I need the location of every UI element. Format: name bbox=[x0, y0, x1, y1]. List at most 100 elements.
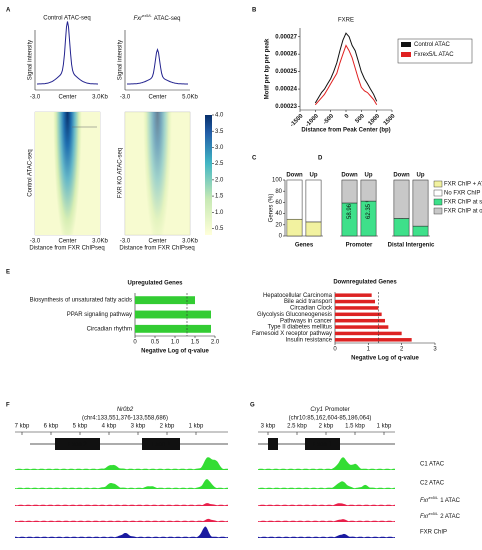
legend-label: No FXR ChIP + ATAC bbox=[444, 191, 482, 197]
y-tick-label: 0.00025 bbox=[275, 69, 297, 75]
scale-label: 3 kbp bbox=[131, 424, 146, 430]
x-tick-label: 1.5 bbox=[191, 340, 200, 346]
x-tick-label: -500 bbox=[322, 113, 335, 126]
profile-title: Control ATAC-seq bbox=[43, 16, 90, 22]
legend-swatch bbox=[433, 207, 443, 215]
chart-title: Downregulated Genes bbox=[333, 280, 397, 286]
x-tick-label: 2.0 bbox=[211, 340, 220, 346]
category-label: Down bbox=[393, 173, 410, 179]
panel-label: A bbox=[6, 8, 11, 14]
heatmap-x-label: 3.0Kb bbox=[92, 239, 108, 245]
track-label: Fxrex5/L2 ATAC bbox=[420, 511, 461, 520]
scale-label: 5 kbp bbox=[73, 424, 88, 430]
bar bbox=[135, 296, 195, 305]
legend-swatch bbox=[401, 52, 411, 57]
coverage-track bbox=[15, 526, 228, 538]
x-tick-label: 2 bbox=[400, 347, 404, 353]
category-label: Circadian rhythm bbox=[87, 326, 132, 332]
exon-label: Exon 2 bbox=[68, 442, 87, 448]
bar-segment bbox=[341, 179, 358, 204]
profile-x-label: Center bbox=[148, 95, 166, 101]
profile-x-label: Center bbox=[58, 95, 76, 101]
category-label: Insulin resistance bbox=[286, 337, 333, 343]
x-tick-label: 1.0 bbox=[171, 340, 180, 346]
panel-label: D bbox=[318, 156, 323, 162]
scale-label: 3 kbp bbox=[261, 424, 276, 430]
exon bbox=[268, 438, 278, 450]
profile-x-label: -3.0 bbox=[30, 95, 41, 101]
bar bbox=[135, 324, 211, 333]
category-label: Up bbox=[417, 173, 425, 179]
bar bbox=[335, 338, 412, 342]
x-tick-label: -1500 bbox=[289, 113, 305, 129]
colorbar-tick-label: 3.0 bbox=[215, 145, 224, 151]
heatmap-x-label: -3.0 bbox=[120, 239, 131, 245]
x-tick-label: 0.5 bbox=[151, 340, 160, 346]
exon bbox=[55, 438, 100, 450]
category-label: PPAR signaling pathway bbox=[67, 312, 132, 318]
heatmap-right-signal bbox=[125, 112, 190, 235]
heatmap-x-label: 3.0Kb bbox=[182, 239, 198, 245]
track-label-gene: Fxr bbox=[420, 514, 430, 520]
bar-segment bbox=[360, 179, 377, 202]
track-label: C2 ATAC bbox=[420, 481, 445, 487]
scale-label: 6 kbp bbox=[44, 424, 59, 430]
y-tick-label: 100 bbox=[272, 178, 283, 184]
heatmap-x-label: Center bbox=[148, 239, 166, 245]
scale-label: 1 kbp bbox=[377, 424, 392, 430]
y-tick-label: 20 bbox=[275, 222, 282, 228]
category-label: Up bbox=[365, 173, 373, 179]
x-axis-title: Negative Log of q-value bbox=[141, 349, 209, 355]
bar-segment bbox=[412, 179, 429, 227]
scale-label: 4 kbp bbox=[102, 424, 117, 430]
bar-segment bbox=[393, 179, 410, 219]
track-coords: (chr10:85,162,604-85,186,064) bbox=[289, 416, 372, 422]
coverage-track bbox=[15, 457, 228, 470]
bar-segment bbox=[286, 179, 303, 220]
legend-swatch bbox=[433, 180, 443, 188]
scale-label: 2.5 kbp bbox=[287, 424, 307, 430]
panel-label: B bbox=[252, 8, 257, 14]
coverage-track bbox=[258, 519, 395, 522]
x-tick-label: 1 bbox=[367, 347, 371, 353]
x-axis-title: Promoter bbox=[346, 243, 373, 249]
legend-label: FXR ChIP at other sites bbox=[444, 209, 482, 215]
category-label: Biosynthesis of unsaturated fatty acids bbox=[30, 298, 132, 304]
x-axis-title: Distance from Peak Center (bp) bbox=[301, 128, 390, 134]
bar-segment bbox=[412, 225, 429, 237]
x-tick-label: 1000 bbox=[368, 113, 382, 127]
x-axis-title: Distal Intergenic bbox=[388, 243, 435, 249]
coverage-track bbox=[15, 479, 228, 489]
line-series bbox=[314, 44, 378, 106]
category-label: Bile acid transport bbox=[284, 299, 332, 305]
category-label: Down bbox=[341, 173, 358, 179]
track-title: Nr0b2 bbox=[117, 407, 134, 413]
colorbar-tick-label: 0.5 bbox=[215, 226, 224, 232]
coverage-track bbox=[15, 503, 228, 506]
panel-label: F bbox=[6, 403, 10, 409]
category-label: Up bbox=[310, 173, 318, 179]
x-axis-title: Genes bbox=[295, 243, 314, 249]
value-label: 62.35 % bbox=[366, 196, 372, 219]
heatmap-x-label: Center bbox=[58, 239, 76, 245]
line-series bbox=[314, 32, 378, 104]
bar bbox=[335, 325, 389, 329]
panel-label: E bbox=[6, 270, 10, 276]
profile-title-gene: Fxr bbox=[134, 16, 144, 22]
x-axis-title: Negative Log of q-value bbox=[351, 356, 419, 362]
y-tick-label: 80 bbox=[275, 189, 282, 195]
heatmap-x-title: Distance from FXR ChIPseq bbox=[29, 246, 104, 252]
legend-swatch bbox=[433, 189, 443, 197]
legend-label: Fxrex5/L ATAC bbox=[414, 52, 454, 58]
title-suffix: Promoter bbox=[325, 407, 350, 413]
heatmap-left-signal bbox=[35, 112, 100, 235]
bar-segment bbox=[393, 218, 410, 237]
bar bbox=[135, 310, 211, 319]
scale-label: 1 kbp bbox=[189, 424, 204, 430]
track-label-gene: Fxr bbox=[420, 498, 430, 504]
legend-label: FXR ChIP + ATAC bbox=[444, 182, 482, 188]
exon bbox=[142, 438, 180, 450]
coverage-track bbox=[15, 518, 228, 522]
scale-label: 1.5 kbp bbox=[345, 424, 365, 430]
bar bbox=[335, 299, 375, 304]
